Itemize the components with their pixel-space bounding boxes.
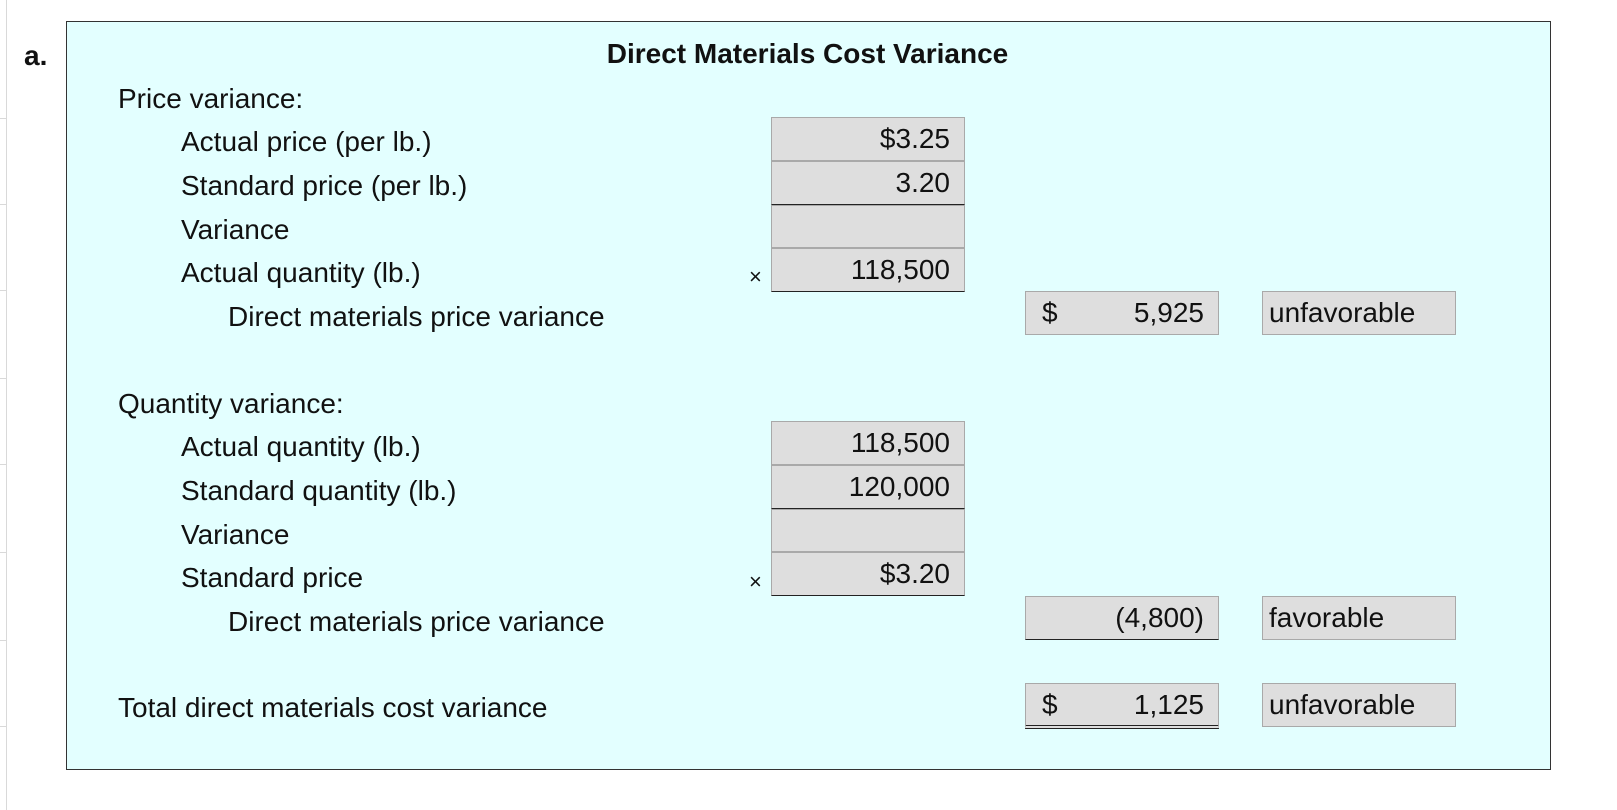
panel-title: Direct Materials Cost Variance bbox=[606, 38, 1009, 69]
quantity-variance-assessment-cell[interactable]: favorable bbox=[1262, 596, 1456, 640]
row-divider bbox=[0, 464, 6, 465]
multiply-operator: × bbox=[749, 569, 762, 594]
standard-price-cell[interactable]: 3.20 bbox=[771, 161, 965, 205]
row-label-actual-price: Actual price (per lb.) bbox=[181, 126, 432, 157]
standard-price-cell[interactable]: $3.20 bbox=[771, 552, 965, 596]
currency-symbol: $ bbox=[1042, 689, 1058, 720]
total-variance-assessment-cell[interactable]: unfavorable bbox=[1262, 683, 1456, 727]
price-variance-amount: 5,925 bbox=[1133, 297, 1204, 328]
sheet-edge bbox=[0, 0, 7, 810]
multiply-operator: × bbox=[749, 264, 762, 289]
price-variance-heading: Price variance: bbox=[118, 83, 304, 114]
row-divider bbox=[0, 118, 6, 119]
actual-quantity-cell[interactable]: 118,500 bbox=[771, 248, 965, 292]
price-variance-assessment-cell[interactable]: unfavorable bbox=[1262, 291, 1456, 335]
total-variance-amount-cell[interactable]: $ 1,125 bbox=[1025, 683, 1219, 729]
row-label-variance: Variance bbox=[181, 519, 290, 550]
row-divider bbox=[0, 204, 6, 205]
actual-price-cell[interactable]: $3.25 bbox=[771, 117, 965, 161]
quantity-variance-amount-cell[interactable]: (4,800) bbox=[1025, 596, 1219, 640]
row-label-standard-price: Standard price (per lb.) bbox=[181, 170, 468, 201]
row-label-actual-quantity: Actual quantity (lb.) bbox=[181, 257, 421, 288]
row-label-standard-quantity: Standard quantity (lb.) bbox=[181, 475, 457, 506]
actual-quantity-cell[interactable]: 118,500 bbox=[771, 421, 965, 465]
row-divider bbox=[0, 726, 6, 727]
row-divider bbox=[0, 378, 6, 379]
price-variance-result-label: Direct materials price variance bbox=[228, 301, 605, 332]
row-label-actual-quantity: Actual quantity (lb.) bbox=[181, 431, 421, 462]
quantity-variance-heading: Quantity variance: bbox=[118, 388, 344, 419]
row-divider bbox=[0, 640, 6, 641]
quantity-variance-result-label: Direct materials price variance bbox=[228, 606, 605, 637]
standard-quantity-cell[interactable]: 120,000 bbox=[771, 465, 965, 509]
row-label-variance: Variance bbox=[181, 214, 290, 245]
price-variance-amount-cell[interactable]: $ 5,925 bbox=[1025, 291, 1219, 335]
part-label: a. bbox=[24, 40, 48, 71]
price-difference-cell[interactable] bbox=[771, 205, 965, 248]
total-variance-amount: 1,125 bbox=[1133, 689, 1204, 720]
row-label-standard-price: Standard price bbox=[181, 562, 364, 593]
total-variance-label: Total direct materials cost variance bbox=[118, 692, 548, 723]
quantity-variance-amount: (4,800) bbox=[1115, 602, 1204, 633]
currency-symbol: $ bbox=[1042, 297, 1058, 328]
row-divider bbox=[0, 552, 6, 553]
quantity-difference-cell[interactable] bbox=[771, 509, 965, 552]
row-divider bbox=[0, 290, 6, 291]
